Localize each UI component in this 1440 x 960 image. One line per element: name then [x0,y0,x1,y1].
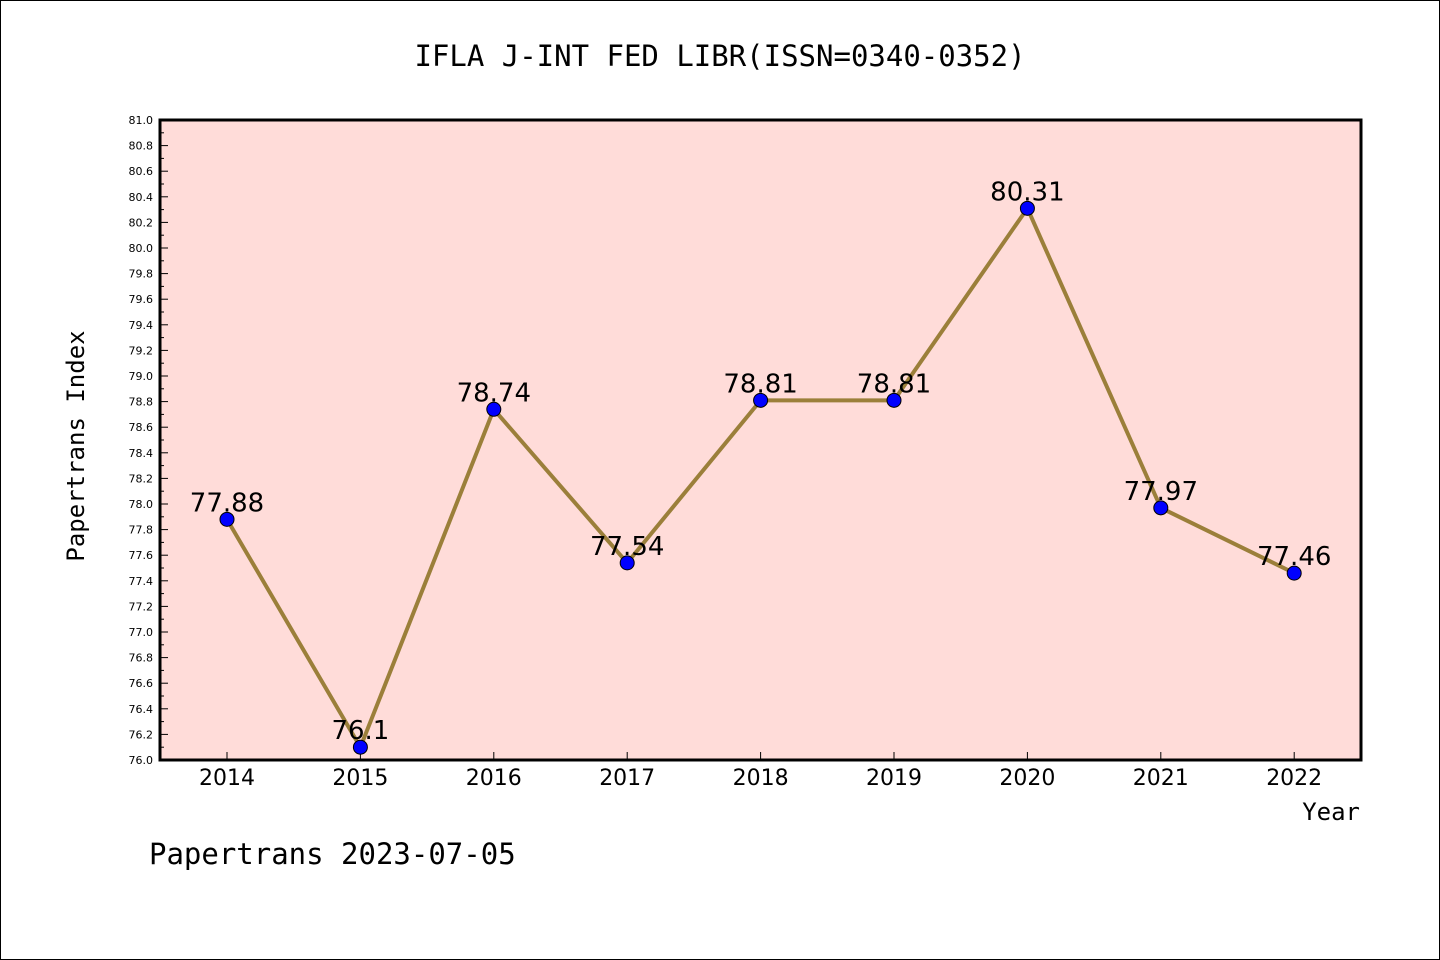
y-tick-label: 78.6 [129,421,154,434]
plot-area [158,118,1363,762]
data-point [486,401,502,417]
x-axis-label: Year [1302,798,1360,826]
data-point [1286,565,1302,581]
data-point [352,739,368,755]
y-tick-label: 78.8 [129,396,154,409]
y-tick-label: 80.0 [129,242,154,255]
data-label: 77.46 [1257,542,1331,572]
x-tick-label: 2017 [599,766,655,791]
data-label: 77.54 [590,532,664,562]
y-tick-label: 76.2 [129,728,154,741]
x-tick-label: 2015 [332,766,388,791]
data-label: 78.81 [857,369,931,399]
y-tick-label: 77.6 [129,549,154,562]
data-label: 80.31 [990,177,1064,207]
data-label: 77.88 [190,488,264,518]
y-tick-label: 79.8 [129,268,154,281]
x-tick-label: 2020 [999,766,1055,791]
data-points [219,200,1302,755]
data-point [1153,500,1169,516]
y-tick-label: 81.0 [129,114,154,127]
x-axis: 2014 2015 2016 2017 2018 2019 2020 2021 2022 [199,752,1322,791]
y-tick-label: 76.0 [129,754,154,767]
y-tick-label: 79.4 [129,319,154,332]
y-tick-label: 80.8 [129,140,154,153]
y-tick-label: 78.2 [129,472,154,485]
data-point [886,392,902,408]
data-point [619,555,635,571]
y-tick-label: 76.8 [129,652,154,665]
y-tick-label: 80.2 [129,216,154,229]
x-tick-label: 2021 [1133,766,1189,791]
data-label: 78.74 [457,378,531,408]
y-tick-label: 80.6 [129,165,154,178]
data-point [1019,200,1035,216]
y-tick-label: 76.4 [129,703,154,716]
y-tick-label: 79.6 [129,293,154,306]
y-axis: 76.0 76.2 76.4 76.6 76.8 77.0 77.2 77.4 77.6 77.8… [129,114,168,767]
y-tick-label: 77.2 [129,600,154,613]
data-label: 77.97 [1124,477,1198,507]
y-tick-label: 78.0 [129,498,154,511]
x-tick-label: 2014 [199,766,255,791]
data-label: 76.1 [331,716,389,746]
y-tick-label: 77.4 [129,575,154,588]
y-tick-label: 80.4 [129,191,154,204]
data-point [219,511,235,527]
y-tick-label: 77.8 [129,524,154,537]
footer-text: Papertrans 2023-07-05 [149,837,516,871]
y-tick-label: 79.2 [129,344,154,357]
data-label: 78.81 [723,369,797,399]
y-axis-label: Papertrans Index [62,330,90,561]
x-tick-label: 2019 [866,766,922,791]
y-tick-label: 78.4 [129,447,154,460]
x-tick-label: 2018 [733,766,789,791]
x-tick-label: 2022 [1266,766,1322,791]
data-point [753,392,769,408]
y-tick-label: 77.0 [129,626,154,639]
chart-title: IFLA J-INT FED LIBR(ISSN=0340-0352) [414,39,1025,73]
data-labels: 77.88 76.1 78.74 77.54 78.81 78.81 80.31 77.97 7… [190,177,1332,746]
y-tick-label: 79.0 [129,370,154,383]
y-tick-label: 76.6 [129,677,154,690]
x-tick-label: 2016 [466,766,522,791]
